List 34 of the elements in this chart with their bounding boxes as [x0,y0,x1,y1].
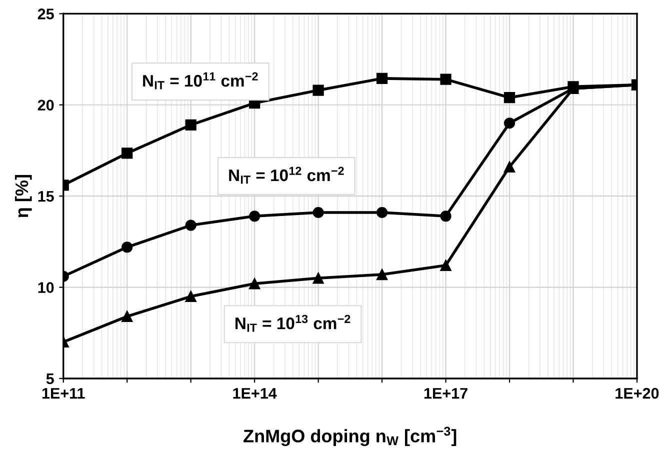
y-tick-label: 15 [38,191,54,202]
point [312,84,324,96]
x-axis-title: ZnMgO doping n$_{W}$ [cm$^{−3}$] [244,426,456,446]
series-label: N$_{IT}$ = 10$^{12}$ cm$^{−2}$ [229,166,344,184]
point [440,74,452,85]
y-tick-label: 5 [46,374,54,384]
y-axis-title: η [%] [14,175,32,218]
point [440,260,452,271]
point [185,119,196,130]
x-tick-label: 1E+20 [616,388,659,399]
y-tick-label: 10 [38,282,54,293]
x-tick-label: 1E+14 [233,388,277,399]
point [312,272,324,284]
y-tick-label: 25 [38,8,54,20]
point [376,72,388,84]
point [122,148,133,159]
y-tick-label: 20 [38,100,54,111]
point [312,206,324,218]
point [249,210,260,222]
point [249,278,260,290]
series-label: N$_{IT}$ = 10$^{13}$ cm$^{−2}$ [236,314,350,332]
point [504,118,516,129]
point [122,242,133,253]
point [185,220,196,231]
point [376,206,388,218]
point [504,161,516,172]
point [504,92,516,104]
point [376,268,388,280]
x-tick-label: 1E+17 [424,388,468,399]
point [440,210,452,222]
point [122,310,133,322]
x-tick-label: 1E+11 [42,388,85,399]
series-label: N$_{IT}$ = 10$^{11}$ cm$^{−2}$ [143,72,258,90]
point [185,290,196,302]
